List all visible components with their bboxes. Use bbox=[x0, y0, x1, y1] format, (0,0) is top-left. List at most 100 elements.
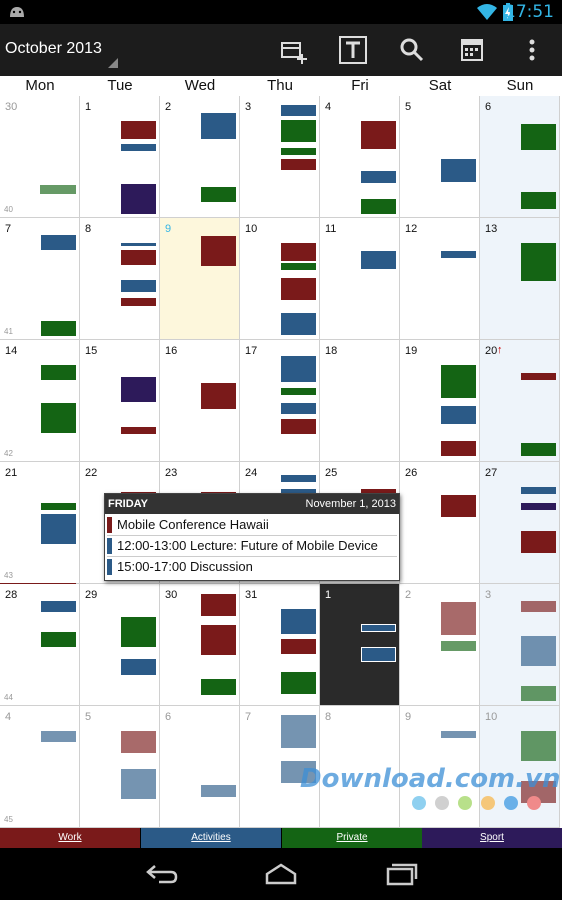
day-popup[interactable]: FRIDAY November 1, 2013 Mobile Conferenc… bbox=[104, 493, 400, 581]
event-block[interactable] bbox=[201, 625, 236, 655]
event-block[interactable] bbox=[40, 185, 76, 194]
legend-work[interactable]: Work bbox=[0, 828, 140, 848]
day-cell[interactable]: 6 bbox=[160, 706, 240, 828]
event-block[interactable] bbox=[281, 148, 316, 155]
event-block[interactable] bbox=[121, 298, 156, 306]
event-block[interactable] bbox=[521, 124, 556, 150]
day-cell[interactable]: 19 bbox=[400, 340, 480, 462]
event-block[interactable] bbox=[281, 475, 316, 482]
day-cell[interactable]: 10 bbox=[480, 706, 560, 828]
search-icon[interactable] bbox=[395, 34, 429, 66]
calendar-icon[interactable] bbox=[455, 34, 489, 66]
event-block[interactable] bbox=[281, 105, 316, 116]
event-block[interactable] bbox=[361, 624, 396, 632]
day-cell[interactable]: 17 bbox=[240, 340, 320, 462]
event-block[interactable] bbox=[361, 171, 396, 183]
event-block[interactable] bbox=[521, 243, 556, 281]
event-block[interactable] bbox=[201, 594, 236, 616]
event-block[interactable] bbox=[121, 617, 156, 647]
day-cell[interactable]: 18 bbox=[320, 340, 400, 462]
event-block[interactable] bbox=[201, 785, 236, 797]
event-block[interactable] bbox=[521, 686, 556, 701]
popup-event[interactable]: Mobile Conference Hawaii bbox=[107, 515, 397, 536]
day-cell[interactable]: 1 bbox=[320, 584, 400, 706]
event-block[interactable] bbox=[121, 280, 156, 292]
popup-event[interactable]: 12:00-13:00 Lecture: Future of Mobile De… bbox=[107, 536, 397, 557]
day-cell[interactable]: 1 bbox=[80, 96, 160, 218]
event-block[interactable] bbox=[521, 601, 556, 612]
event-block[interactable] bbox=[281, 313, 316, 335]
event-block[interactable] bbox=[121, 377, 156, 402]
event-block[interactable] bbox=[281, 672, 316, 694]
event-block[interactable] bbox=[121, 144, 156, 151]
day-cell[interactable]: 2 bbox=[400, 584, 480, 706]
event-block[interactable] bbox=[361, 251, 396, 269]
event-block[interactable] bbox=[521, 731, 556, 761]
day-cell[interactable]: 3 bbox=[480, 584, 560, 706]
popup-event[interactable]: 15:00-17:00 Discussion bbox=[107, 557, 397, 577]
day-cell[interactable]: 12 bbox=[400, 218, 480, 340]
day-cell[interactable]: 29 bbox=[80, 584, 160, 706]
event-block[interactable] bbox=[441, 641, 476, 651]
event-block[interactable] bbox=[281, 419, 316, 434]
event-block[interactable] bbox=[521, 192, 556, 209]
event-block[interactable] bbox=[281, 159, 316, 170]
day-cell[interactable]: 5 bbox=[80, 706, 160, 828]
event-block[interactable] bbox=[281, 639, 316, 654]
event-block[interactable] bbox=[281, 356, 316, 382]
event-block[interactable] bbox=[201, 113, 236, 139]
event-block[interactable] bbox=[521, 503, 556, 510]
event-block[interactable] bbox=[41, 514, 76, 544]
event-block[interactable] bbox=[521, 373, 556, 380]
day-cell[interactable]: 4 bbox=[320, 96, 400, 218]
day-cell[interactable]: 7 bbox=[240, 706, 320, 828]
day-cell[interactable]: 7 41 bbox=[0, 218, 80, 340]
event-block[interactable] bbox=[281, 388, 316, 395]
event-block[interactable] bbox=[121, 427, 156, 434]
event-block[interactable] bbox=[201, 187, 236, 202]
day-cell[interactable]: 10 bbox=[240, 218, 320, 340]
event-block[interactable] bbox=[361, 647, 396, 662]
event-block[interactable] bbox=[361, 121, 396, 149]
month-title[interactable]: October 2013 bbox=[5, 40, 102, 57]
event-block[interactable] bbox=[201, 236, 236, 266]
day-cell[interactable]: 26 bbox=[400, 462, 480, 584]
event-block[interactable] bbox=[281, 120, 316, 142]
legend-activities[interactable]: Activities bbox=[141, 828, 281, 848]
event-block[interactable] bbox=[41, 403, 76, 433]
day-cell[interactable]: 13 bbox=[480, 218, 560, 340]
event-block[interactable] bbox=[281, 278, 316, 300]
event-block[interactable] bbox=[441, 251, 476, 258]
day-cell[interactable]: 5 bbox=[400, 96, 480, 218]
legend-private[interactable]: Private bbox=[282, 828, 422, 848]
day-cell[interactable]: 15 bbox=[80, 340, 160, 462]
event-block[interactable] bbox=[441, 495, 476, 517]
event-block[interactable] bbox=[281, 715, 316, 748]
event-block[interactable] bbox=[41, 235, 76, 250]
event-block[interactable] bbox=[361, 199, 396, 214]
event-block[interactable] bbox=[121, 121, 156, 139]
day-cell[interactable]: 9 bbox=[160, 218, 240, 340]
event-block[interactable] bbox=[521, 443, 556, 456]
day-cell[interactable]: 14 42 bbox=[0, 340, 80, 462]
event-block[interactable] bbox=[441, 731, 476, 738]
event-block[interactable] bbox=[441, 602, 476, 635]
day-cell[interactable]: 2 bbox=[160, 96, 240, 218]
event-block[interactable] bbox=[121, 243, 156, 246]
day-cell[interactable]: 11 bbox=[320, 218, 400, 340]
day-cell[interactable]: 21 43 bbox=[0, 462, 80, 587]
event-block[interactable] bbox=[121, 184, 156, 214]
event-block[interactable] bbox=[281, 263, 316, 270]
event-block[interactable] bbox=[441, 406, 476, 424]
event-block[interactable] bbox=[201, 383, 236, 409]
event-block[interactable] bbox=[41, 503, 76, 510]
day-cell[interactable]: 4 45 bbox=[0, 706, 80, 828]
event-block[interactable] bbox=[441, 441, 476, 456]
new-event-icon[interactable] bbox=[277, 34, 311, 66]
event-block[interactable] bbox=[121, 659, 156, 675]
legend-sport[interactable]: Sport bbox=[422, 828, 562, 848]
day-cell[interactable]: 27 bbox=[480, 462, 560, 584]
event-block[interactable] bbox=[521, 487, 556, 494]
event-block[interactable] bbox=[41, 731, 76, 742]
event-block[interactable] bbox=[121, 731, 156, 753]
